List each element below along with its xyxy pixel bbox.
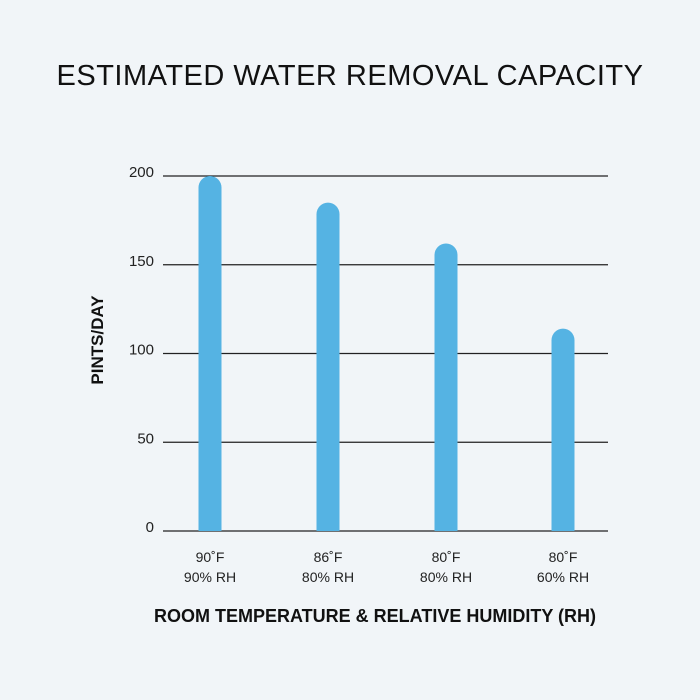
x-tick-label: 90% RH	[184, 569, 236, 585]
y-tick-label: 150	[129, 253, 154, 270]
bar	[551, 328, 575, 531]
x-tick-label: 80˚F	[549, 549, 578, 565]
y-tick-label: 100	[129, 342, 154, 359]
x-tick-label: 80% RH	[302, 569, 354, 585]
chart-title: ESTIMATED WATER REMOVAL CAPACITY	[56, 60, 644, 92]
x-tick-label: 86˚F	[314, 549, 343, 565]
y-tick-label: 200	[129, 164, 154, 181]
x-axis-label: ROOM TEMPERATURE & RELATIVE HUMIDITY (RH…	[154, 606, 596, 626]
x-tick-label: 60% RH	[537, 569, 589, 585]
bar	[434, 243, 458, 531]
y-tick-label: 50	[137, 430, 154, 447]
bar	[198, 176, 222, 531]
y-tick-label: 0	[146, 519, 154, 536]
x-tick-label: 90˚F	[196, 549, 225, 565]
x-tick-label: 80% RH	[420, 569, 472, 585]
x-tick-label: 80˚F	[432, 549, 461, 565]
bar	[316, 202, 340, 532]
